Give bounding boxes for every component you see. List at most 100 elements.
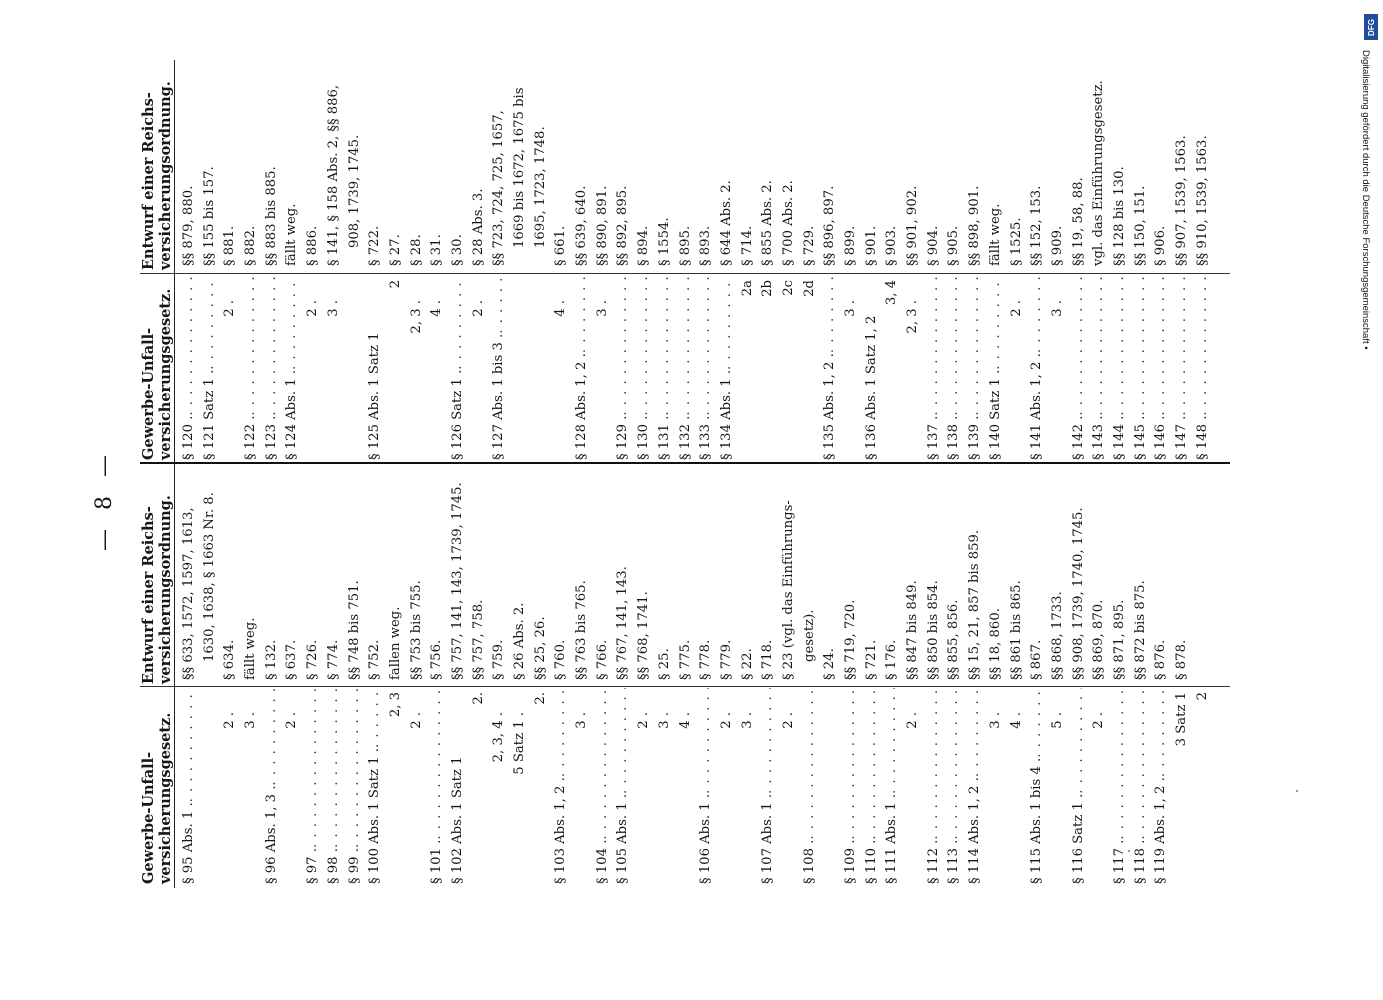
table-row-gewerbe: § 121 Satz 1 . [200, 276, 221, 460]
table-row-gewerbe: § 115 Abs. 1 bis 4 . [1027, 688, 1048, 884]
table-row-entwurf: § 878. [1174, 639, 1189, 680]
table-row-gewerbe: § 142 . [1069, 276, 1090, 460]
table-row-entwurf: §§ 763 bis 765. [574, 580, 590, 680]
table-row-entwurf: §§ 19, 58, 88. [1070, 177, 1086, 266]
table-row-gewerbe: 3 . [574, 712, 590, 729]
table-row-gewerbe: 2 . [222, 712, 238, 729]
table-row-entwurf: §§ 757, 758. [470, 599, 486, 680]
table-row-gewerbe: § 109 . [841, 688, 862, 884]
table-row-gewerbe: 3 . [1049, 300, 1065, 317]
table-row-gewerbe: 2, 3 . [408, 300, 424, 334]
table-row-gewerbe: § 145 . [1131, 276, 1152, 460]
table-row-gewerbe: § 106 Abs. 1 . [696, 688, 717, 884]
table-row-gewerbe: § 144 . [1110, 276, 1131, 460]
table-row-entwurf: §§ 639, 640. [574, 185, 590, 266]
table-row-gewerbe: § 104 . [593, 688, 614, 884]
table-row-gewerbe: 2 [387, 280, 403, 289]
table-row-gewerbe: 5 . [1049, 712, 1065, 729]
table-row-gewerbe: § 111 Abs. 1 . [882, 688, 903, 884]
table-row-gewerbe: § 125 Abs. 1 Satz 1 [367, 332, 383, 460]
table-row-entwurf: § 855 Abs. 2. [760, 180, 776, 266]
table-row-gewerbe: 3 . [243, 712, 259, 729]
header-gewerbe-1: Gewerbe-Unfall-versicherungsgesetz. [140, 712, 174, 884]
scan-speck [148, 855, 150, 857]
table-row-entwurf: § 30. [449, 234, 465, 266]
table-row-gewerbe: § 143 . [1089, 276, 1110, 460]
table-row-entwurf: §§ 898, 901. [967, 185, 983, 266]
table-row-entwurf: § 644 Abs. 2. [718, 180, 734, 266]
table-row-entwurf: §§ 869, 870. [1091, 599, 1107, 680]
table-row-entwurf: §§ 150, 151. [1132, 185, 1148, 266]
table-row-entwurf: § 760. [553, 639, 569, 680]
table-row-gewerbe: 2 . [305, 300, 321, 317]
table-row-entwurf: § 899. [843, 225, 858, 266]
table-row-entwurf: fällt weg. [987, 203, 1003, 266]
table-row-gewerbe: § 100 Abs. 1 Satz 1 . [365, 688, 386, 884]
table-row-entwurf: § 23 (vgl. das Einführungs- [780, 500, 796, 680]
table-row-entwurf: fällt weg. [284, 203, 300, 266]
table-row-gewerbe: § 147 . [1172, 276, 1193, 460]
table-row-gewerbe: 2 . [470, 300, 486, 317]
table-row-gewerbe: § 110 . [862, 688, 883, 884]
credit-text: Digitalisierung gefördert durch die Deut… [1360, 50, 1371, 350]
table-row-gewerbe: § 117 . [1110, 688, 1131, 884]
table-row-entwurf: §§ 128 bis 130. [1111, 166, 1127, 266]
table-row-entwurf: §§ 896, 897. [822, 185, 838, 266]
table-row-gewerbe: 2. [532, 692, 548, 705]
table-row-entwurf: §§ 152, 153. [1029, 185, 1045, 266]
table-row-gewerbe: § 140 Satz 1 . [986, 276, 1007, 460]
table-row-gewerbe: § 101 . [427, 688, 448, 884]
table-row-entwurf: fallen weg. [387, 606, 403, 680]
table-row-gewerbe: § 134 Abs. 1 . [717, 276, 738, 460]
table-row-gewerbe: 2 . [636, 712, 652, 729]
table-row-entwurf: § 775. [677, 639, 693, 680]
table-row-entwurf: §§ 890, 891. [594, 185, 610, 266]
table-row-entwurf: § 176. [884, 639, 900, 680]
table-row-gewerbe [200, 688, 221, 884]
table-row-gewerbe: § 133 . [696, 276, 717, 460]
table-row-entwurf: §§ 855, 856. [946, 599, 962, 680]
table-row-gewerbe: § 123 . [262, 276, 283, 460]
page-number: — 8 — [92, 449, 117, 551]
table-row-entwurf: §§ 15, 21, 857 bis 859. [967, 529, 983, 680]
table-row-entwurf: §§ 892, 895. [615, 185, 631, 266]
table-row-entwurf: §§ 910, 1539, 1563. [1194, 135, 1210, 266]
table-row-entwurf: § 756. [429, 639, 445, 680]
table-row-gewerbe: 2 . [718, 712, 734, 729]
column-rule [140, 273, 1230, 274]
table-row-gewerbe: § 102 Abs. 1 Satz 1 [449, 756, 465, 884]
table-row-entwurf: § 903. [884, 225, 900, 266]
table-row-gewerbe: § 131 . [655, 276, 676, 460]
table-row-entwurf: §§ 723, 724, 725, 1657, [491, 110, 507, 266]
table-row-entwurf: § 24. [822, 648, 838, 680]
table-row-gewerbe: § 99 . [345, 688, 366, 884]
table-row-entwurf: § 904. [925, 225, 941, 266]
table-row-gewerbe [531, 276, 552, 460]
table-row-gewerbe: 3 Satz 1 [1174, 692, 1189, 747]
table-row-gewerbe: § 120 . [179, 276, 200, 460]
table-row-gewerbe: § 126 Satz 1 . [448, 276, 469, 460]
digitization-credit: DFG Digitalisierung gefördert durch die … [1360, 10, 1380, 390]
table-row-gewerbe: 3 . [325, 300, 341, 317]
table-row-entwurf: § 27. [387, 234, 403, 266]
table-row-gewerbe: 4 . [1008, 712, 1024, 729]
table-row-gewerbe: § 107 Abs. 1 . [758, 688, 779, 884]
table-row-entwurf: § 774. [325, 639, 341, 680]
table-row-entwurf: § 729. [801, 225, 817, 266]
table-row-entwurf: § 721. [863, 639, 879, 680]
dfg-logo: DFG [1364, 14, 1378, 40]
table-row-gewerbe: 2 . [1091, 712, 1107, 729]
table-row-entwurf: § 759. [491, 639, 507, 680]
table-row-gewerbe: § 148 . [1193, 276, 1214, 460]
header-rule [174, 60, 175, 888]
table-row-entwurf: § 26 Abs. 2. [512, 602, 527, 680]
table-row-gewerbe: 2b [760, 280, 776, 297]
table-row-gewerbe: § 146 . [1151, 276, 1172, 460]
table-row-gewerbe [510, 276, 531, 460]
table-row-entwurf: § 22. [739, 648, 755, 680]
table-row-entwurf: § 905. [946, 225, 962, 266]
header-entwurf-1: Entwurf einer Reichs-versicherungsordnun… [140, 495, 174, 684]
table-row-entwurf: 908, 1739, 1745. [346, 134, 362, 248]
table-row-entwurf: § 31. [429, 234, 445, 266]
table-row-gewerbe: 4 . [553, 300, 569, 317]
